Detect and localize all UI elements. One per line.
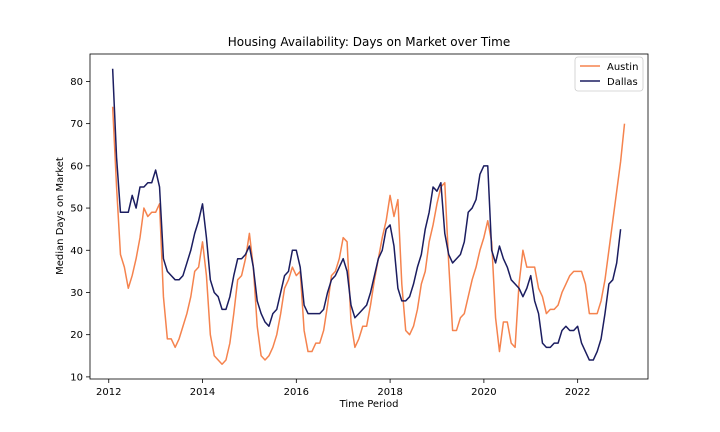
x-tick-label: 2022 [565, 387, 590, 398]
x-axis-label: Time Period [339, 399, 399, 410]
x-tick-label: 2016 [284, 387, 309, 398]
y-tick-label: 50 [70, 204, 83, 215]
y-tick-label: 10 [70, 372, 83, 383]
series-lines [111, 68, 626, 365]
x-tick-label: 2012 [96, 387, 121, 398]
legend-label-dallas: Dallas [607, 77, 638, 88]
series-line-austin [111, 106, 626, 365]
y-tick-label: 60 [70, 161, 83, 172]
y-axis-label: Median Days on Market [55, 157, 66, 275]
legend-label-austin: Austin [607, 62, 638, 73]
x-tick-label: 2020 [471, 387, 496, 398]
y-tick-label: 30 [70, 288, 83, 299]
y-tick-label: 40 [70, 246, 83, 257]
x-tick-label: 2018 [377, 387, 402, 398]
plot-area [89, 53, 649, 380]
y-tick-label: 80 [70, 77, 83, 88]
x-tick-label: 2014 [190, 387, 215, 398]
chart-title: Housing Availability: Days on Market ove… [228, 35, 511, 49]
series-line-dallas [111, 68, 622, 361]
y-tick-label: 70 [70, 119, 83, 130]
y-tick-label: 20 [70, 330, 83, 341]
x-axis: 2012 2014 2016 2018 2020 2022 [96, 379, 590, 398]
y-axis: 10 20 30 40 50 60 70 80 [70, 77, 90, 383]
legend: Austin Dallas [574, 56, 644, 92]
